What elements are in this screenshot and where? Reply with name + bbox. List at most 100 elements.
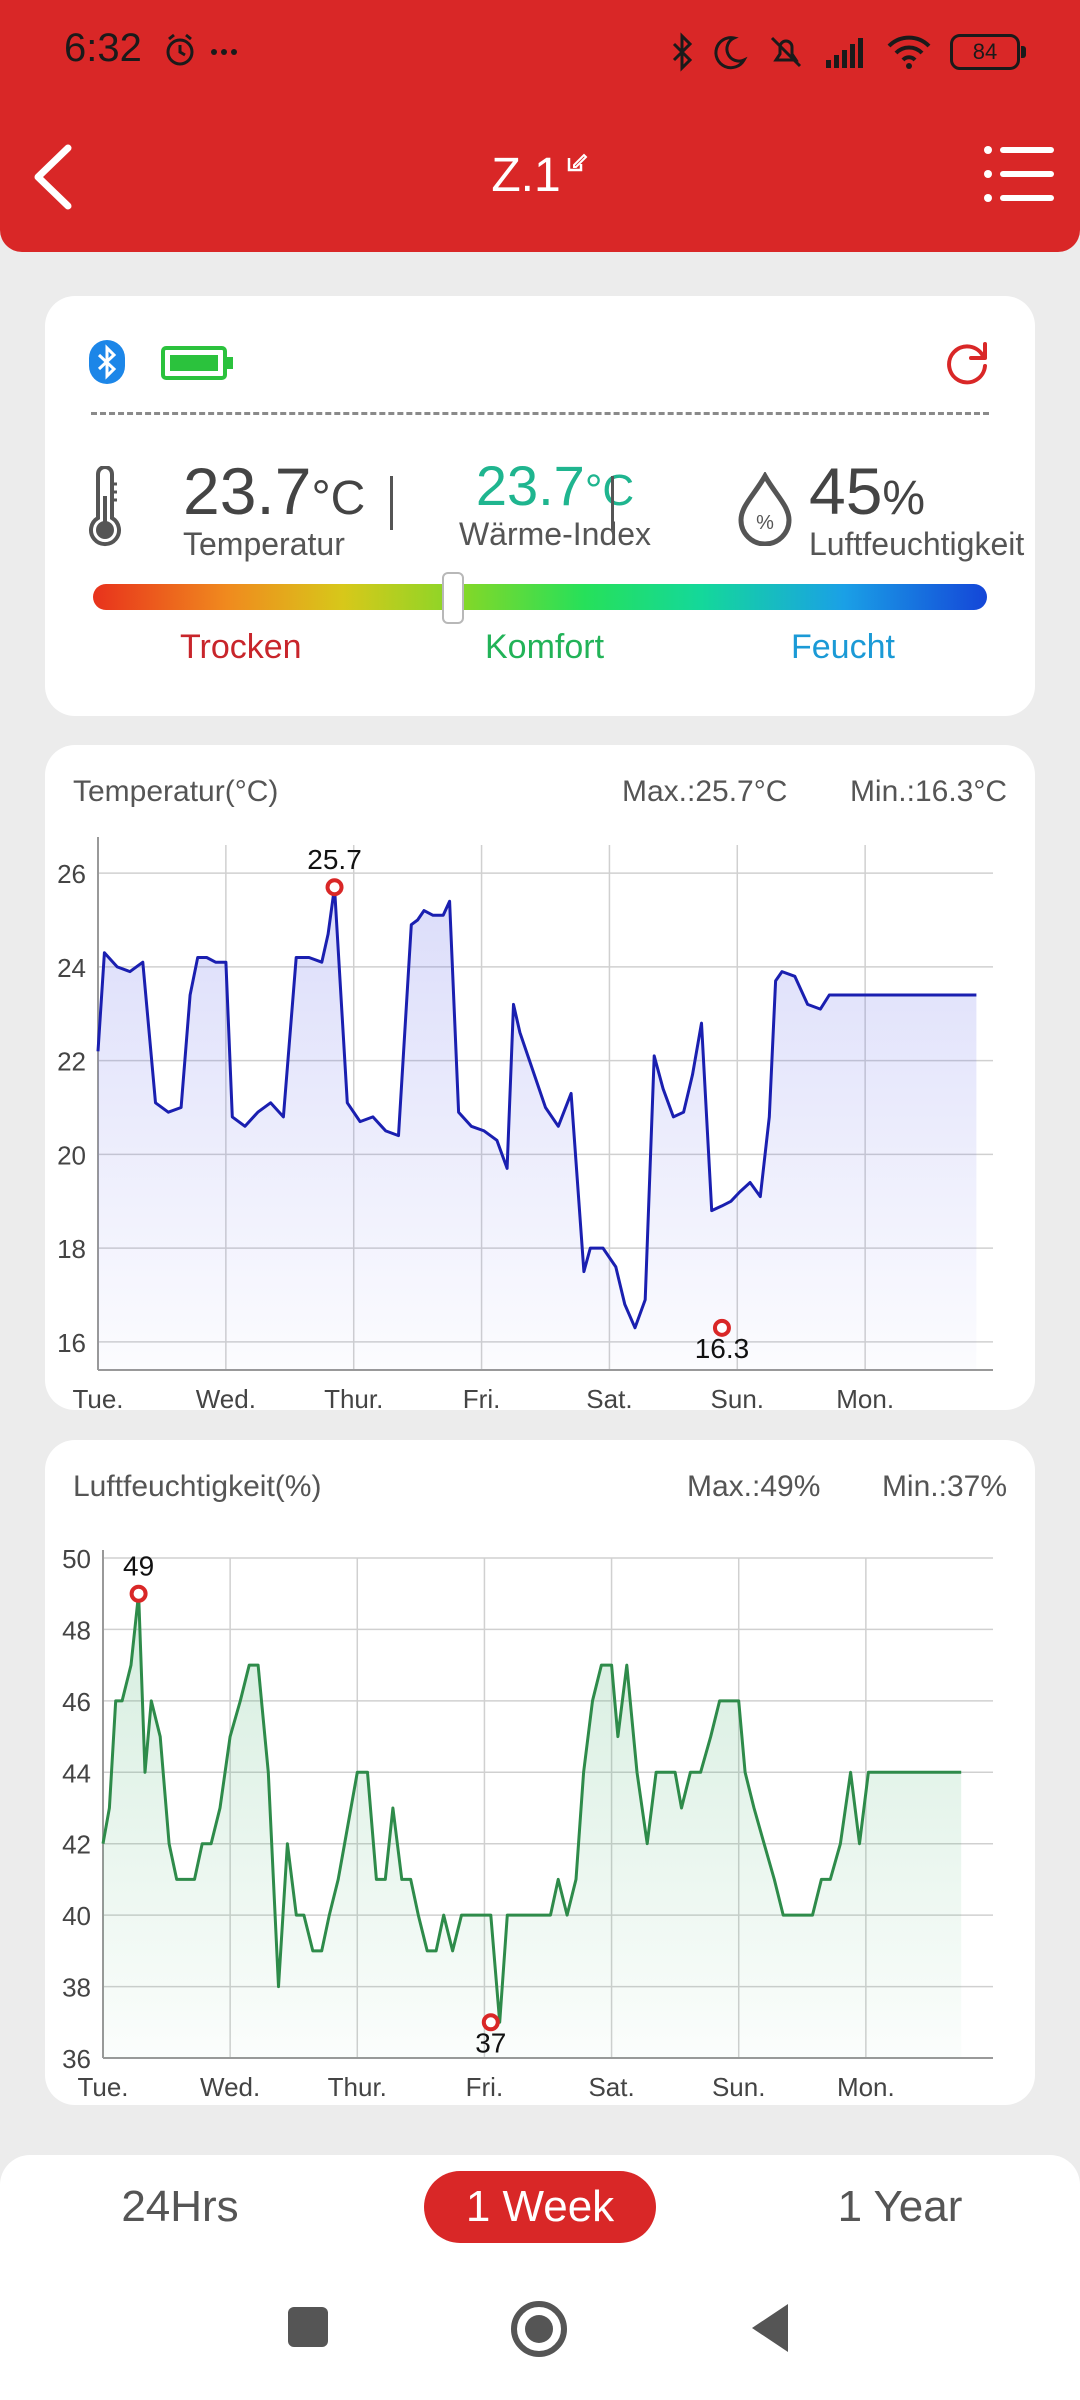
menu-icon[interactable] [980, 138, 1056, 210]
hum-ytick-label: 38 [62, 1973, 91, 2003]
tab-1-year[interactable]: 1 Year [837, 2182, 963, 2231]
humidity-value: 45 [809, 454, 883, 528]
hum-max-label: Max.:49% [687, 1470, 821, 1503]
hum-chart-title: Luftfeuchtigkeit(%) [73, 1470, 322, 1503]
refresh-icon[interactable] [941, 336, 993, 388]
temp-ytick-label: 22 [57, 1047, 86, 1077]
temp-xtick-label: Wed. [196, 1384, 256, 1410]
tab-24hrs[interactable]: 24Hrs [121, 2182, 239, 2231]
hum-area [103, 1593, 962, 2058]
temp-min-label: Min.:16.3°C [849, 775, 1007, 808]
temp-ytick-label: 24 [57, 953, 86, 983]
time-range-bar: 24Hrs 1 Week 1 Year [0, 2155, 1080, 2400]
heat-index-value: 23.7 [475, 454, 585, 517]
heat-index-label: Wärme-Index [458, 516, 652, 552]
battery-status-icon: 84 [950, 34, 1026, 70]
humidity-drop-label: % [756, 512, 774, 534]
hum-ytick-label: 40 [62, 1901, 91, 1931]
temp-max-value: 25.7 [307, 844, 362, 875]
hum-xtick-label: Sun. [712, 2072, 766, 2102]
temperature-chart[interactable]: 16 18 20 22 24 26 Tue. Wed. Thur. Fri. Sat. Sun. Mon… [45, 745, 1035, 1410]
temp-ytick-label: 26 [57, 859, 86, 889]
temp-max-marker [325, 878, 344, 897]
hum-min-marker [481, 2013, 500, 2032]
bluetooth-status-icon [672, 32, 693, 72]
page-title: Z.1 [491, 149, 561, 202]
alarm-icon [164, 30, 240, 75]
heat-index-metric: 23.7°C Wärme-Index [385, 458, 725, 553]
temp-xtick-label: Mon. [836, 1384, 894, 1410]
temperature-unit: °C [311, 472, 366, 525]
separator-left [390, 476, 393, 530]
app-header: 6:32 [0, 0, 1080, 252]
page-title-wrap[interactable]: Z.1 [0, 148, 1080, 203]
summary-card: 23.7°C Temperatur 23.7°C Wärme-Index % 4… [45, 296, 1035, 716]
edit-icon[interactable] [565, 150, 589, 174]
hum-xtick-label: Wed. [200, 2072, 260, 2102]
bluetooth-icon [89, 340, 125, 384]
hum-min-value: 37 [475, 2027, 506, 2058]
comfort-indicator [441, 572, 464, 624]
hum-ytick-label: 36 [62, 2044, 91, 2074]
hum-max-marker [129, 1584, 148, 1603]
hum-xtick-label: Sat. [588, 2072, 634, 2102]
temp-min-value: 16.3 [695, 1333, 750, 1364]
temperature-value: 23.7 [183, 454, 312, 528]
status-icons: 84 [670, 26, 1026, 78]
signal-icon [826, 38, 863, 68]
hum-ytick-label: 46 [62, 1687, 91, 1717]
temp-ytick-label: 16 [57, 1328, 86, 1358]
hum-xtick-label: Mon. [837, 2072, 895, 2102]
hum-ytick-label: 44 [62, 1758, 91, 1788]
home-icon[interactable] [510, 2300, 568, 2358]
temp-min-marker [712, 1318, 731, 1337]
hum-xtick-label: Tue. [77, 2072, 128, 2102]
dashed-divider [91, 412, 989, 415]
thermometer-icon [89, 466, 121, 547]
status-bar: 6:32 [0, 0, 1080, 104]
recents-icon[interactable] [286, 2305, 330, 2349]
temp-xtick-label: Fri. [463, 1384, 501, 1410]
temp-xtick-label: Sun. [711, 1384, 765, 1410]
humidity-chart-card: Luftfeuchtigkeit(%) Max.:49% Min.:37% 36… [45, 1440, 1035, 2105]
hum-max-value: 49 [123, 1551, 154, 1582]
hum-ytick-label: 50 [62, 1544, 91, 1574]
hum-min-label: Min.:37% [881, 1470, 1007, 1503]
temp-chart-title: Temperatur(°C) [73, 775, 279, 808]
separator-right [611, 476, 614, 530]
humidity-label: Luftfeuchtigkeit [809, 526, 1025, 562]
level-wet: Feucht [791, 628, 895, 666]
comfort-gradient-bar [93, 584, 987, 610]
humidity-unit: % [882, 472, 926, 525]
mute-icon [770, 36, 802, 68]
humidity-drop-icon: % [738, 472, 792, 546]
back-arrow-icon[interactable] [22, 142, 92, 212]
hum-xtick-label: Thur. [328, 2072, 387, 2102]
temp-xtick-label: Thur. [324, 1384, 383, 1410]
hum-ytick-label: 48 [62, 1615, 91, 1645]
temp-xtick-label: Tue. [72, 1384, 123, 1410]
do-not-disturb-icon [714, 36, 748, 70]
temp-area [98, 887, 977, 1370]
hum-ytick-label: 42 [62, 1830, 91, 1860]
nav-back-icon[interactable] [748, 2302, 792, 2354]
level-dry: Trocken [180, 628, 302, 666]
temp-max-label: Max.:25.7°C [622, 775, 788, 808]
tab-1-week[interactable]: 1 Week [424, 2171, 656, 2243]
temp-series-line [96, 885, 977, 1330]
hum-series-line [101, 1592, 962, 2024]
heat-index-unit: °C [584, 466, 635, 515]
temp-ytick-label: 20 [57, 1140, 86, 1170]
temperature-chart-card: Temperatur(°C) Max.:25.7°C Min.:16.3°C 1… [45, 745, 1035, 1410]
temp-xtick-label: Sat. [586, 1384, 632, 1410]
battery-full-icon [161, 346, 233, 380]
status-time: 6:32 [64, 26, 142, 70]
hum-xtick-label: Fri. [466, 2072, 504, 2102]
level-comfort: Komfort [485, 628, 605, 666]
humidity-chart[interactable]: 36 38 40 42 44 46 48 50 Tue. Wed. Thur. Fri. Sat. Sun… [45, 1440, 1035, 2105]
battery-percent: 84 [972, 39, 998, 64]
temp-ytick-label: 18 [57, 1234, 86, 1264]
nav-row: Z.1 [0, 120, 1080, 230]
wifi-icon [887, 35, 931, 69]
temperature-label: Temperatur [183, 526, 345, 562]
